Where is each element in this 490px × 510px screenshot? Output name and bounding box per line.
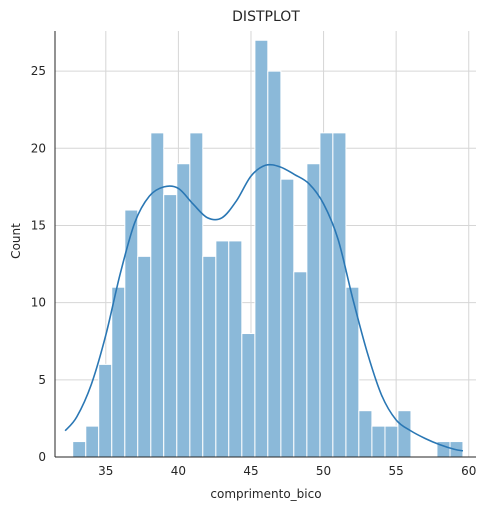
histogram-bars [72, 39, 464, 458]
y-tick-label: 10 [31, 296, 46, 310]
y-tick-label: 25 [31, 64, 46, 78]
histogram-bar [241, 333, 256, 458]
histogram-bar [397, 410, 412, 458]
histogram-bar [215, 240, 230, 458]
histogram-bar [98, 363, 113, 458]
histogram-bar [384, 425, 399, 458]
x-tick-label: 45 [243, 464, 258, 478]
histogram-bar [319, 132, 334, 458]
kde-curve [64, 163, 464, 452]
histogram-bar [150, 132, 165, 458]
y-tick-label: 0 [38, 450, 46, 464]
histogram-bar [267, 70, 282, 458]
x-ticks: 35 40 45 50 55 60 [98, 464, 476, 478]
histogram-bar [332, 132, 347, 458]
x-tick-label: 60 [461, 464, 476, 478]
y-tick-label: 20 [31, 141, 46, 155]
y-tick-label: 5 [38, 373, 46, 387]
kde-curve-layer [64, 163, 464, 452]
histogram-bar [371, 425, 386, 458]
histogram-bar [85, 425, 100, 458]
histogram-bar [137, 255, 152, 458]
histogram-bar [358, 410, 373, 458]
x-tick-label: 40 [171, 464, 186, 478]
histogram-bar [254, 39, 269, 458]
histogram-bar [228, 240, 243, 458]
histogram-bar [72, 441, 87, 458]
y-ticks: 0 5 10 15 20 25 [31, 64, 46, 464]
chart-title: DISTPLOT [232, 9, 300, 25]
histogram-bar [163, 194, 178, 458]
y-axis-label: Count [9, 223, 23, 259]
x-tick-label: 55 [389, 464, 404, 478]
histogram-bar [202, 255, 217, 458]
histogram-bar [280, 178, 295, 458]
histogram-bar [293, 271, 308, 458]
histogram-bar [189, 132, 204, 458]
y-tick-label: 15 [31, 218, 46, 232]
histogram-bar [306, 163, 321, 458]
x-tick-label: 35 [98, 464, 113, 478]
x-tick-label: 50 [316, 464, 331, 478]
x-axis-label: comprimento_bico [210, 487, 321, 501]
histogram-bar [111, 286, 126, 458]
histogram-bar [176, 163, 191, 458]
axes-spines [54, 31, 476, 458]
